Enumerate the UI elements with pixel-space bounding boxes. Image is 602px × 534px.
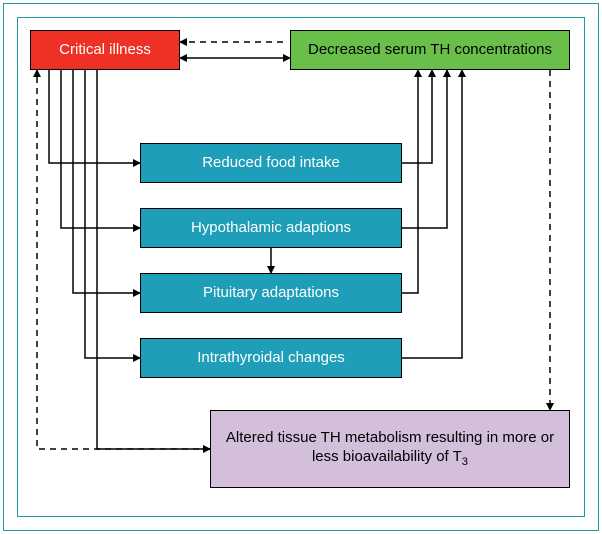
node-label: Reduced food intake <box>202 154 340 173</box>
node-hypothalamic: Hypothalamic adaptions <box>140 208 402 248</box>
node-altered-metabolism: Altered tissue TH metabolism resulting i… <box>210 410 570 488</box>
node-intrathyroidal: Intrathyroidal changes <box>140 338 402 378</box>
node-decreased-th: Decreased serum TH concentrations <box>290 30 570 70</box>
node-label: Hypothalamic adaptions <box>191 219 351 238</box>
node-reduced-food: Reduced food intake <box>140 143 402 183</box>
node-label: Decreased serum TH concentrations <box>308 41 552 60</box>
node-critical-illness: Critical illness <box>30 30 180 70</box>
node-label: Altered tissue TH metabolism resulting i… <box>219 429 561 469</box>
node-label: Critical illness <box>59 41 151 60</box>
node-label: Intrathyroidal changes <box>197 349 345 368</box>
node-pituitary: Pituitary adaptations <box>140 273 402 313</box>
diagram-canvas: Critical illness Decreased serum TH conc… <box>0 0 602 534</box>
node-label: Pituitary adaptations <box>203 284 339 303</box>
